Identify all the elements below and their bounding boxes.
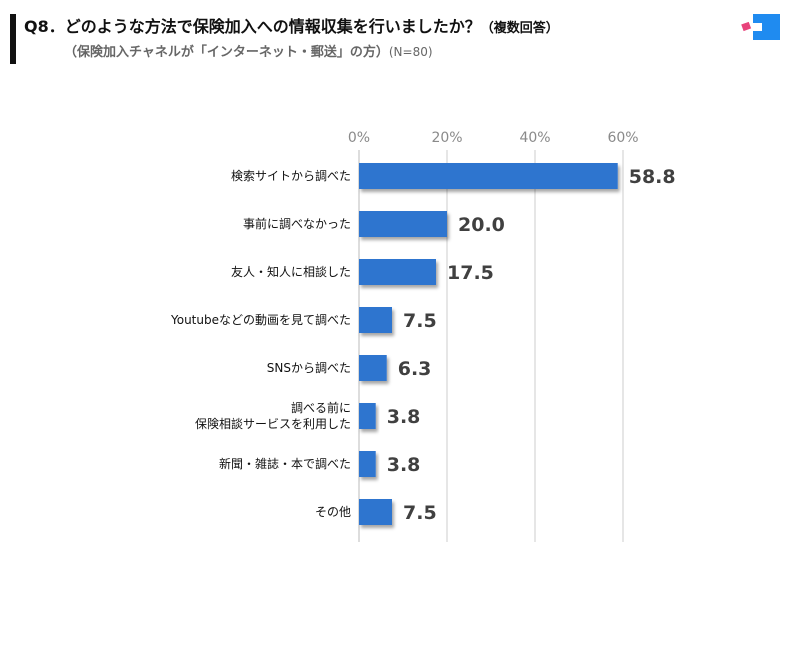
category-label: 新聞・雑誌・本で調べた <box>219 456 351 471</box>
x-tick-label: 60% <box>607 130 638 146</box>
value-label: 20.0 <box>458 214 505 236</box>
question-subtitle: （保険加入チャネルが「インターネット・郵送」の方）(N=80) <box>64 41 433 60</box>
title-accent-bar <box>10 14 16 64</box>
x-tick-label: 20% <box>431 130 462 146</box>
brand-logo-icon <box>741 14 780 40</box>
bar <box>359 307 392 333</box>
x-tick-label: 0% <box>348 130 370 146</box>
question-title-text: Q8．どのような方法で保険加入への情報収集を行いましたか？ <box>24 17 481 36</box>
bar <box>359 211 447 237</box>
bar <box>359 403 376 429</box>
category-label: その他 <box>315 505 351 519</box>
bar <box>359 499 392 525</box>
sample-size: (N=80) <box>388 45 433 59</box>
x-tick-label: 40% <box>519 130 550 146</box>
category-label: SNSから調べた <box>267 361 351 375</box>
category-label: 友人・知人に相談した <box>231 264 351 279</box>
bar <box>359 163 618 189</box>
value-label: 6.3 <box>398 358 432 380</box>
subtitle-text: （保険加入チャネルが「インターネット・郵送」の方） <box>64 45 389 60</box>
value-label: 7.5 <box>403 310 437 332</box>
bar <box>359 355 387 381</box>
logo-pink-mark <box>741 21 752 32</box>
logo-white-notch <box>753 23 762 31</box>
category-label: 調べる前に保険相談サービスを利用した <box>195 400 351 431</box>
bar <box>359 451 376 477</box>
category-label: 事前に調べなかった <box>243 216 351 231</box>
category-label: 検索サイトから調べた <box>231 169 351 183</box>
value-label: 17.5 <box>447 262 494 284</box>
question-title: Q8．どのような方法で保険加入への情報収集を行いましたか？（複数回答） <box>24 13 559 37</box>
category-label: Youtubeなどの動画を見て調べた <box>170 313 351 327</box>
value-label: 3.8 <box>387 406 421 428</box>
bar <box>359 259 436 285</box>
value-label: 3.8 <box>387 454 421 476</box>
question-title-suffix: （複数回答） <box>480 21 559 36</box>
value-label: 58.8 <box>629 166 676 188</box>
value-label: 7.5 <box>403 502 437 524</box>
